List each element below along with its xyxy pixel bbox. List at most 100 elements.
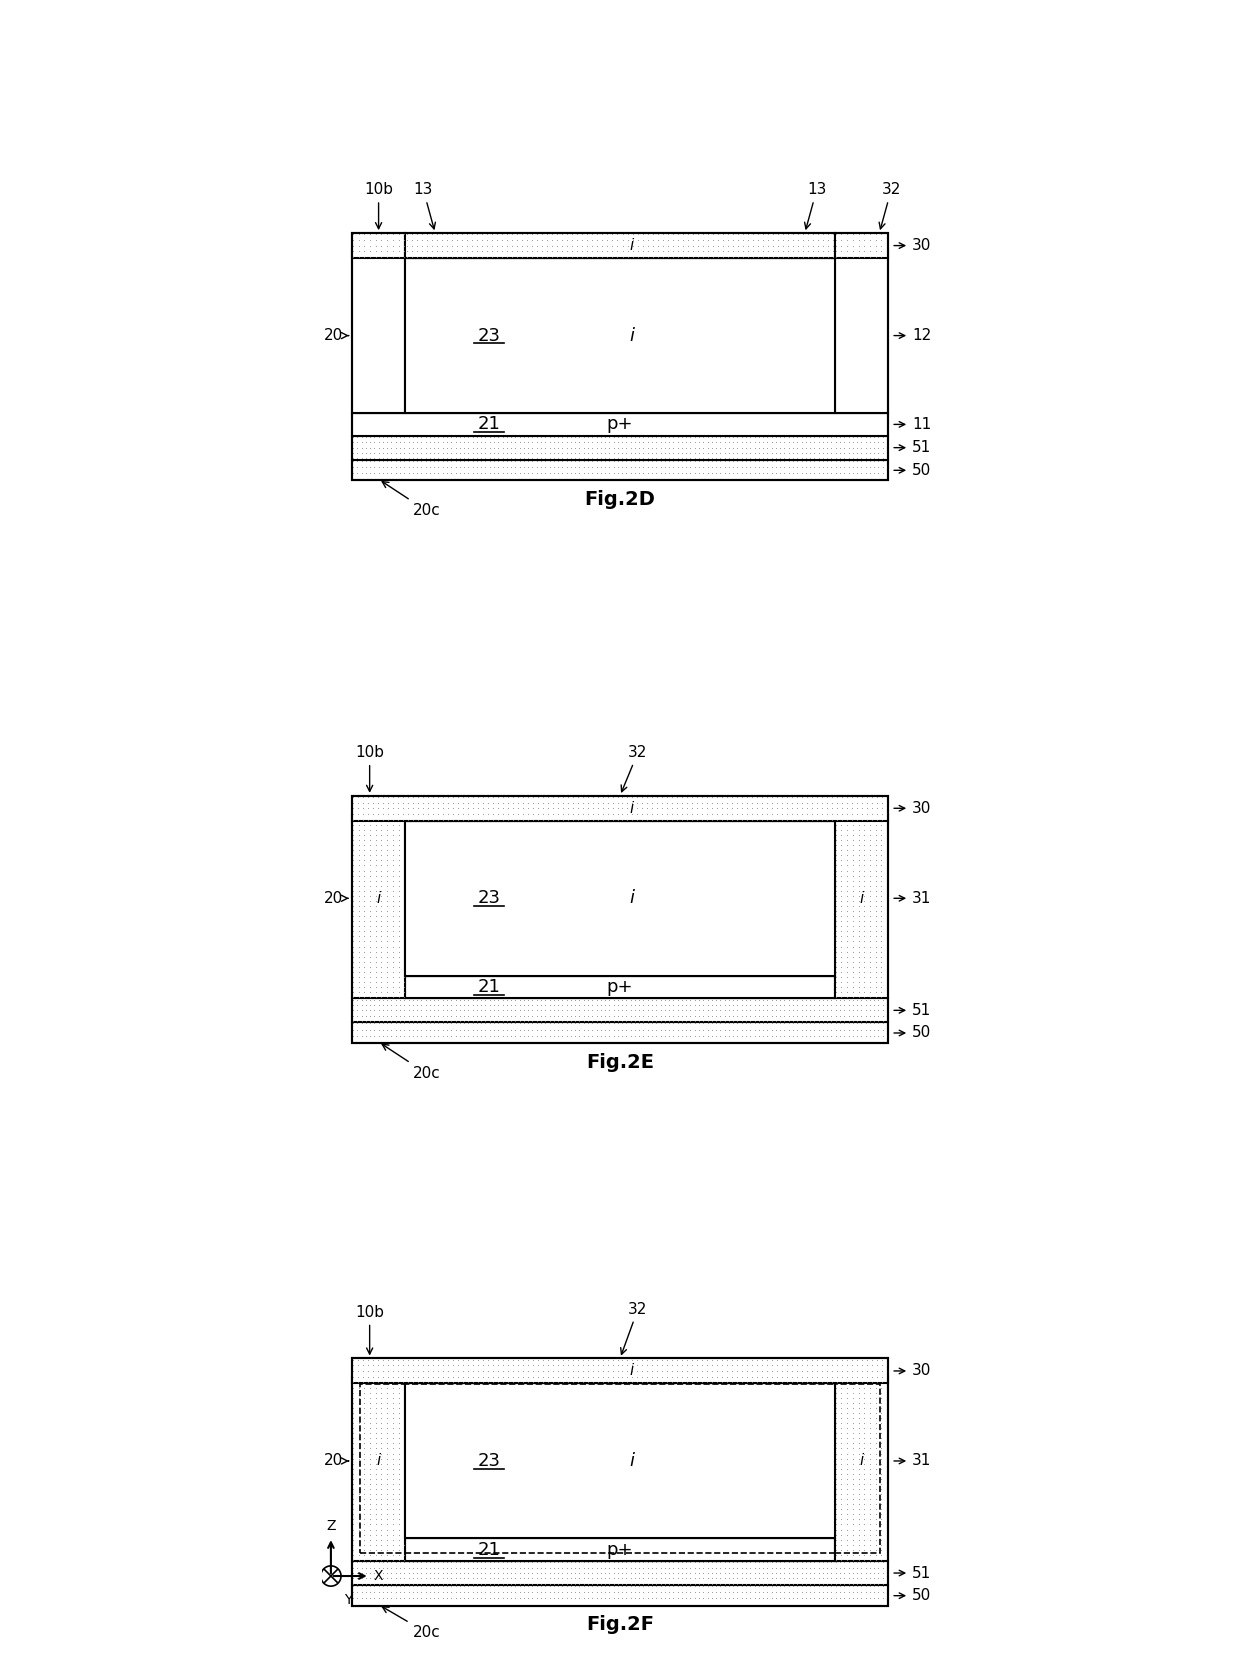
- Point: [477, 220, 497, 247]
- Point: [877, 878, 897, 905]
- Point: [536, 454, 556, 481]
- Point: [625, 986, 645, 1013]
- Point: [857, 1352, 877, 1379]
- Point: [872, 858, 892, 885]
- Point: [394, 1490, 414, 1517]
- Point: [377, 898, 397, 925]
- Point: [861, 1571, 880, 1597]
- Point: [482, 220, 502, 247]
- Point: [441, 996, 461, 1023]
- Point: [738, 783, 758, 809]
- Point: [843, 1475, 863, 1502]
- Point: [698, 1003, 718, 1030]
- Point: [707, 1016, 727, 1043]
- Point: [544, 1010, 564, 1036]
- Point: [441, 446, 461, 472]
- Point: [599, 429, 619, 456]
- Point: [604, 991, 624, 1018]
- Point: [857, 783, 877, 809]
- Point: [684, 1028, 704, 1055]
- Point: [360, 1420, 379, 1447]
- Point: [372, 227, 392, 254]
- Point: [832, 1547, 852, 1574]
- Point: [634, 1572, 653, 1599]
- Point: [877, 1490, 897, 1517]
- Point: [501, 1008, 521, 1035]
- Point: [394, 1379, 414, 1405]
- Point: [655, 1579, 675, 1606]
- Point: [777, 794, 797, 821]
- Point: [420, 447, 440, 474]
- Point: [383, 1420, 403, 1447]
- Point: [687, 783, 707, 809]
- Point: [723, 1554, 743, 1581]
- Point: [382, 1554, 402, 1581]
- Point: [347, 1008, 367, 1035]
- Point: [826, 1008, 846, 1035]
- Point: [565, 1579, 585, 1606]
- Point: [360, 1445, 379, 1472]
- Point: [805, 459, 825, 486]
- Point: [394, 459, 414, 486]
- Point: [630, 454, 650, 481]
- Point: [667, 1352, 687, 1379]
- Point: [378, 1357, 398, 1384]
- Point: [595, 434, 615, 461]
- Point: [445, 459, 465, 486]
- Point: [877, 863, 897, 890]
- Point: [817, 1559, 837, 1586]
- Point: [775, 424, 795, 451]
- Point: [663, 454, 683, 481]
- Point: [723, 1357, 743, 1384]
- Point: [843, 466, 863, 492]
- Point: [424, 446, 444, 472]
- Point: [377, 963, 397, 990]
- Point: [627, 1364, 647, 1390]
- Point: [832, 801, 852, 828]
- Point: [872, 1520, 892, 1547]
- Point: [843, 1445, 863, 1472]
- Point: [826, 1364, 846, 1390]
- Point: [343, 1520, 363, 1547]
- Point: [347, 466, 367, 492]
- Point: [557, 1028, 577, 1055]
- Point: [693, 986, 713, 1013]
- Point: [459, 447, 479, 474]
- Point: [424, 1003, 444, 1030]
- Point: [506, 447, 526, 474]
- Point: [386, 1023, 405, 1050]
- Point: [394, 244, 414, 270]
- Point: [777, 1364, 797, 1390]
- Point: [394, 1440, 414, 1467]
- Point: [693, 1572, 713, 1599]
- Point: [672, 1566, 692, 1592]
- Point: [637, 789, 657, 816]
- Point: [843, 454, 863, 481]
- Point: [391, 1008, 410, 1035]
- Point: [403, 806, 423, 833]
- Point: [544, 1579, 564, 1606]
- Point: [843, 1532, 863, 1559]
- Point: [861, 1591, 880, 1617]
- Point: [646, 454, 666, 481]
- Point: [630, 1559, 650, 1586]
- Point: [877, 953, 897, 980]
- Point: [800, 1586, 820, 1612]
- Point: [463, 1008, 482, 1035]
- Point: [590, 1559, 610, 1586]
- Point: [791, 447, 811, 474]
- Point: [484, 1572, 503, 1599]
- Point: [616, 1579, 636, 1606]
- Point: [761, 1586, 781, 1612]
- Point: [608, 429, 627, 456]
- Point: [637, 1364, 657, 1390]
- Point: [843, 1016, 863, 1043]
- Point: [492, 1352, 512, 1379]
- Point: [518, 991, 538, 1018]
- Point: [872, 1515, 892, 1542]
- Point: [377, 826, 397, 853]
- Point: [418, 783, 438, 809]
- Point: [467, 232, 487, 259]
- Point: [693, 220, 713, 247]
- Point: [689, 446, 709, 472]
